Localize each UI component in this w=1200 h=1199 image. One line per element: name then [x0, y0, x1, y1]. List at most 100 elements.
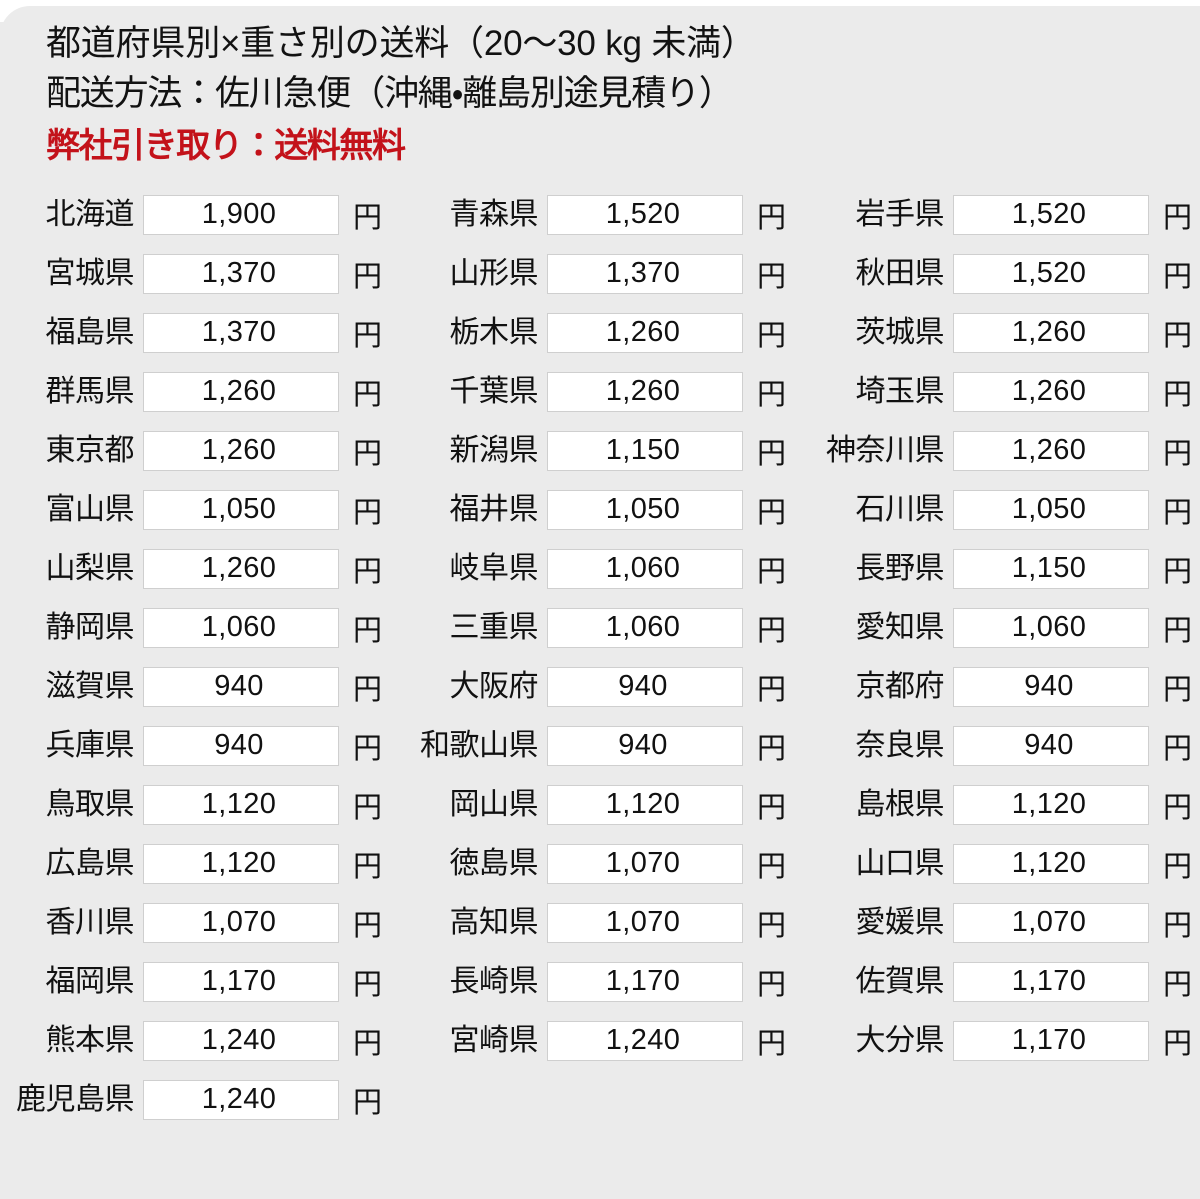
shipping-method-line: 配送方法：佐川急便（沖縄・離島別途見積り） [46, 73, 734, 113]
prefecture-fee-grid: 北海道 1,900 円青森県 1,520 円岩手県 1,520 円宮城県 1,370 円山形県 1… [0, 185, 1200, 1129]
fee-input[interactable]: 1,520 [953, 194, 1149, 235]
table-row: 鹿児島県 1,240 円 [0, 1070, 1200, 1129]
fee-input[interactable]: 940 [953, 666, 1149, 707]
yen-unit-label: 円 [353, 673, 383, 706]
fee-cell: 新潟県 1,150 円 [390, 430, 800, 472]
fee-input[interactable]: 1,260 [143, 430, 339, 471]
yen-unit-label: 円 [757, 1027, 787, 1060]
prefecture-label: 大分県 [855, 1023, 945, 1057]
prefecture-label: 京都府 [855, 669, 945, 703]
fee-cell: 広島県 1,120 円 [0, 843, 390, 885]
prefecture-label: 島根県 [855, 787, 945, 821]
fee-input[interactable]: 1,070 [547, 902, 743, 943]
fee-input[interactable]: 940 [953, 725, 1149, 766]
table-row: 広島県 1,120 円徳島県 1,070 円山口県 1,120 円 [0, 834, 1200, 893]
fee-input[interactable]: 1,240 [547, 1020, 743, 1061]
prefecture-label: 静岡県 [45, 610, 135, 644]
fee-input[interactable]: 1,260 [143, 548, 339, 589]
yen-unit-label: 円 [1163, 201, 1193, 234]
fee-cell: 大阪府 940 円 [390, 666, 800, 708]
prefecture-label: 群馬県 [45, 374, 135, 408]
fee-input[interactable]: 1,240 [143, 1020, 339, 1061]
fee-input[interactable]: 1,240 [143, 1079, 339, 1120]
fee-input[interactable]: 1,150 [547, 430, 743, 471]
fee-input[interactable]: 1,120 [547, 784, 743, 825]
fee-cell: 愛知県 1,060 円 [800, 607, 1200, 649]
fee-cell: 東京都 1,260 円 [0, 430, 390, 472]
fee-input[interactable]: 1,060 [953, 607, 1149, 648]
yen-unit-label: 円 [353, 319, 383, 352]
prefecture-label: 愛媛県 [855, 905, 945, 939]
fee-input[interactable]: 1,150 [953, 548, 1149, 589]
prefecture-label: 福井県 [449, 492, 539, 526]
fee-input[interactable]: 1,260 [547, 312, 743, 353]
fee-cell: 徳島県 1,070 円 [390, 843, 800, 885]
prefecture-label: 佐賀県 [855, 964, 945, 998]
card-top-edge [0, 0, 1200, 9]
fee-input[interactable]: 1,120 [143, 843, 339, 884]
fee-input[interactable]: 1,120 [143, 784, 339, 825]
yen-unit-label: 円 [353, 850, 383, 883]
fee-input[interactable]: 1,070 [547, 843, 743, 884]
table-row: 兵庫県 940 円和歌山県 940 円奈良県 940 円 [0, 716, 1200, 775]
prefecture-label: 北海道 [45, 197, 135, 231]
fee-input[interactable]: 1,120 [953, 784, 1149, 825]
fee-input[interactable]: 1,370 [143, 312, 339, 353]
fee-input[interactable]: 1,120 [953, 843, 1149, 884]
fee-input[interactable]: 1,060 [547, 548, 743, 589]
fee-input[interactable]: 1,170 [953, 961, 1149, 1002]
fee-input[interactable]: 1,050 [547, 489, 743, 530]
fee-input[interactable]: 1,370 [547, 253, 743, 294]
fee-cell: 愛媛県 1,070 円 [800, 902, 1200, 944]
fee-input[interactable]: 1,260 [953, 430, 1149, 471]
prefecture-label: 長野県 [855, 551, 945, 585]
fee-input[interactable]: 1,070 [143, 902, 339, 943]
yen-unit-label: 円 [757, 378, 787, 411]
fee-input[interactable]: 1,170 [953, 1020, 1149, 1061]
fee-cell: 長野県 1,150 円 [800, 548, 1200, 590]
page-title: 都道府県別×重さ別の送料（20〜30 kg 未満） [46, 24, 756, 63]
yen-unit-label: 円 [353, 968, 383, 1001]
fee-input[interactable]: 1,050 [953, 489, 1149, 530]
fee-input[interactable]: 1,260 [143, 371, 339, 412]
prefecture-label: 鹿児島県 [16, 1082, 135, 1116]
fee-input[interactable]: 1,060 [143, 607, 339, 648]
fee-input[interactable]: 1,260 [547, 371, 743, 412]
headings-block: 都道府県別×重さ別の送料（20〜30 kg 未満） 配送方法：佐川急便（沖縄・離… [0, 0, 1200, 173]
table-row: 滋賀県 940 円大阪府 940 円京都府 940 円 [0, 657, 1200, 716]
fee-cell: 島根県 1,120 円 [800, 784, 1200, 826]
fee-input[interactable]: 1,900 [143, 194, 339, 235]
table-row: 熊本県 1,240 円宮崎県 1,240 円大分県 1,170 円 [0, 1011, 1200, 1070]
fee-cell: 福島県 1,370 円 [0, 312, 390, 354]
fee-cell: 宮崎県 1,240 円 [390, 1020, 800, 1062]
fee-cell: 千葉県 1,260 円 [390, 371, 800, 413]
fee-input[interactable]: 1,170 [547, 961, 743, 1002]
table-row: 山梨県 1,260 円 岐阜県 1,060 円 長野県 1,150 円 [0, 539, 1200, 598]
fee-input[interactable]: 1,060 [547, 607, 743, 648]
fee-input[interactable]: 1,260 [953, 371, 1149, 412]
yen-unit-label: 円 [353, 496, 383, 529]
fee-input[interactable]: 1,520 [953, 253, 1149, 294]
fee-cell: 山口県 1,120 円 [800, 843, 1200, 885]
fee-input[interactable]: 1,050 [143, 489, 339, 530]
fee-input[interactable]: 940 [143, 666, 339, 707]
yen-unit-label: 円 [1163, 1027, 1193, 1060]
fee-input[interactable]: 940 [143, 725, 339, 766]
fee-input[interactable]: 1,370 [143, 253, 339, 294]
fee-input[interactable]: 1,260 [953, 312, 1149, 353]
prefecture-label: 栃木県 [449, 315, 539, 349]
fee-input[interactable]: 1,170 [143, 961, 339, 1002]
fee-cell: 山梨県 1,260 円 [0, 548, 390, 590]
yen-unit-label: 円 [353, 555, 383, 588]
yen-unit-label: 円 [757, 968, 787, 1001]
fee-input[interactable]: 940 [547, 666, 743, 707]
yen-unit-label: 円 [757, 555, 787, 588]
fee-input[interactable]: 1,520 [547, 194, 743, 235]
fee-input[interactable]: 940 [547, 725, 743, 766]
fee-cell: 三重県 1,060 円 [390, 607, 800, 649]
fee-input[interactable]: 1,070 [953, 902, 1149, 943]
prefecture-label: 埼玉県 [855, 374, 945, 408]
yen-unit-label: 円 [353, 378, 383, 411]
yen-unit-label: 円 [1163, 378, 1193, 411]
card-top-cover [0, 6, 1200, 36]
